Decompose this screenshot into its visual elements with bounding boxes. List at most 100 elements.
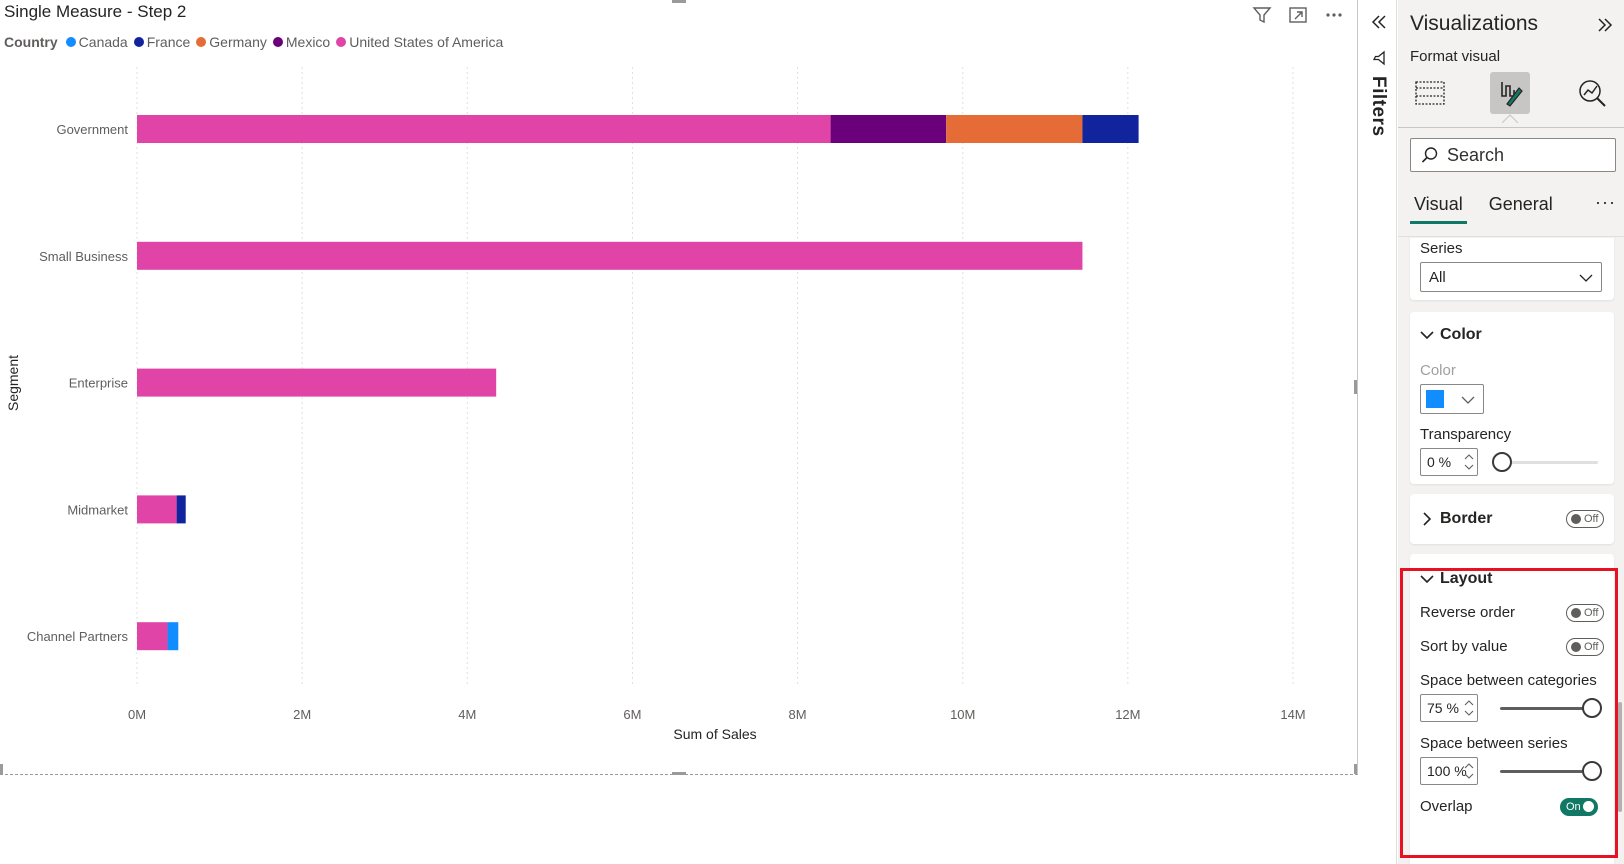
- more-options-icon[interactable]: [1323, 4, 1345, 26]
- legend-dot-france: [133, 37, 144, 47]
- filter-icon[interactable]: [1251, 4, 1273, 26]
- visual-header-toolbar: [1251, 4, 1345, 26]
- resize-handle-bottom-right[interactable]: [1354, 764, 1357, 774]
- color-picker[interactable]: [1420, 384, 1484, 414]
- layout-card: Layout Reverse order Off Sort by value O…: [1410, 554, 1614, 864]
- overlap-toggle[interactable]: On: [1560, 798, 1598, 816]
- active-mode-caret-icon: [1502, 114, 1518, 124]
- bar-segment: [137, 495, 177, 524]
- legend-dot-canada: [65, 37, 76, 47]
- x-tick-label: 0M: [128, 707, 146, 722]
- chart-legend: Country Canada France Germany Mexico Uni…: [4, 34, 509, 50]
- legend-item-germany[interactable]: Germany: [196, 34, 267, 50]
- resize-handle-bottom[interactable]: [672, 772, 686, 775]
- visual-title: Single Measure - Step 2: [4, 2, 187, 21]
- y-axis-title: Segment: [5, 355, 21, 411]
- format-visual-icon[interactable]: [1490, 72, 1530, 114]
- search-box[interactable]: [1410, 138, 1616, 172]
- space-categories-input[interactable]: 75 %: [1420, 694, 1478, 722]
- space-series-input[interactable]: 100 %: [1420, 757, 1478, 785]
- toggle-knob: [1571, 608, 1581, 618]
- analytics-icon[interactable]: [1572, 72, 1612, 114]
- tab-general[interactable]: General: [1488, 194, 1553, 214]
- transparency-slider-thumb[interactable]: [1492, 452, 1512, 472]
- border-section-header[interactable]: Border: [1420, 510, 1492, 528]
- color-section-header[interactable]: Color: [1420, 326, 1482, 344]
- more-options-icon[interactable]: ···: [1595, 192, 1616, 212]
- legend-dot-mexico: [272, 37, 283, 47]
- color-card: Color Color Transparency 0 %: [1410, 312, 1614, 484]
- toggle-knob: [1583, 801, 1594, 812]
- search-input[interactable]: [1447, 144, 1597, 166]
- chevron-down-icon: [1461, 396, 1475, 404]
- filters-label[interactable]: Filters: [1368, 76, 1389, 137]
- legend-item-mexico[interactable]: Mexico: [272, 34, 330, 50]
- spinner-arrows-icon[interactable]: [1463, 760, 1475, 782]
- spinner-arrows-icon[interactable]: [1463, 697, 1475, 719]
- legend-item-france[interactable]: France: [133, 34, 190, 50]
- bar-segment: [137, 622, 168, 651]
- space-categories-slider-thumb[interactable]: [1582, 698, 1602, 718]
- space-series-value: 100 %: [1427, 763, 1467, 779]
- series-card: Series All: [1410, 238, 1614, 300]
- legend-title: Country: [4, 34, 58, 50]
- filter-funnel-icon: [1371, 50, 1387, 66]
- series-dropdown[interactable]: All: [1420, 262, 1602, 292]
- bar-segment: [137, 241, 1083, 270]
- collapse-left-icon[interactable]: [1369, 12, 1389, 32]
- transparency-input[interactable]: 0 %: [1420, 448, 1478, 476]
- legend-dot-germany: [196, 37, 207, 47]
- pane-mode-icons: [1410, 72, 1610, 124]
- space-series-slider-thumb[interactable]: [1582, 761, 1602, 781]
- chevron-down-icon: [1420, 575, 1434, 584]
- border-section-title: Border: [1440, 510, 1493, 527]
- tab-visual[interactable]: Visual: [1410, 192, 1467, 224]
- pane-scrollbar[interactable]: [1618, 702, 1622, 812]
- sort-by-value-toggle[interactable]: Off: [1566, 638, 1604, 656]
- border-toggle[interactable]: Off: [1566, 510, 1604, 528]
- transparency-slider-track[interactable]: [1494, 461, 1598, 464]
- visualizations-pane: Visualizations Format visual: [1398, 0, 1624, 864]
- format-options-scroll[interactable]: Series All Color Color Transparency: [1398, 238, 1624, 864]
- filters-pane-collapsed[interactable]: Filters: [1359, 0, 1397, 864]
- color-swatch: [1426, 390, 1444, 408]
- layout-section-header[interactable]: Layout: [1420, 570, 1492, 588]
- series-label: Series: [1420, 240, 1463, 257]
- build-visual-icon[interactable]: [1410, 72, 1450, 114]
- bar-segment: [137, 115, 831, 143]
- spinner-arrows-icon[interactable]: [1463, 451, 1475, 473]
- border-toggle-label: Off: [1584, 513, 1599, 525]
- y-category-label: Midmarket: [67, 502, 128, 517]
- x-tick-label: 14M: [1280, 707, 1305, 722]
- bar-segment: [946, 115, 1083, 143]
- legend-label-germany: Germany: [209, 34, 267, 50]
- transparency-value: 0 %: [1427, 454, 1452, 470]
- legend-item-canada[interactable]: Canada: [65, 34, 128, 50]
- x-tick-label: 10M: [950, 707, 975, 722]
- resize-handle-top[interactable]: [672, 0, 686, 3]
- sort-by-value-label: Sort by value: [1420, 638, 1508, 655]
- resize-handle-bottom-left[interactable]: [0, 764, 3, 774]
- space-categories-slider-track[interactable]: [1500, 707, 1596, 710]
- x-tick-label: 4M: [458, 707, 476, 722]
- reverse-order-toggle[interactable]: Off: [1566, 604, 1604, 622]
- x-tick-label: 8M: [789, 707, 807, 722]
- transparency-label: Transparency: [1420, 426, 1512, 443]
- space-series-slider-track[interactable]: [1500, 770, 1596, 773]
- focus-mode-icon[interactable]: [1287, 4, 1309, 26]
- color-section-title: Color: [1440, 326, 1482, 343]
- legend-label-usa: United States of America: [349, 34, 504, 50]
- overlap-toggle-label: On: [1566, 801, 1581, 813]
- color-label: Color: [1420, 362, 1456, 379]
- bar-segment: [830, 115, 947, 143]
- sort-by-value-toggle-label: Off: [1584, 641, 1599, 653]
- bar-chart-visual[interactable]: Single Measure - Step 2 Country Canada F…: [0, 0, 1358, 775]
- resize-handle-right[interactable]: [1354, 380, 1357, 394]
- chevron-down-icon: [1579, 274, 1593, 282]
- overlap-label: Overlap: [1420, 798, 1473, 815]
- bar-segment: [137, 368, 497, 397]
- legend-item-usa[interactable]: United States of America: [336, 34, 503, 50]
- expand-right-icon[interactable]: [1594, 14, 1616, 36]
- bar-segment: [167, 622, 179, 651]
